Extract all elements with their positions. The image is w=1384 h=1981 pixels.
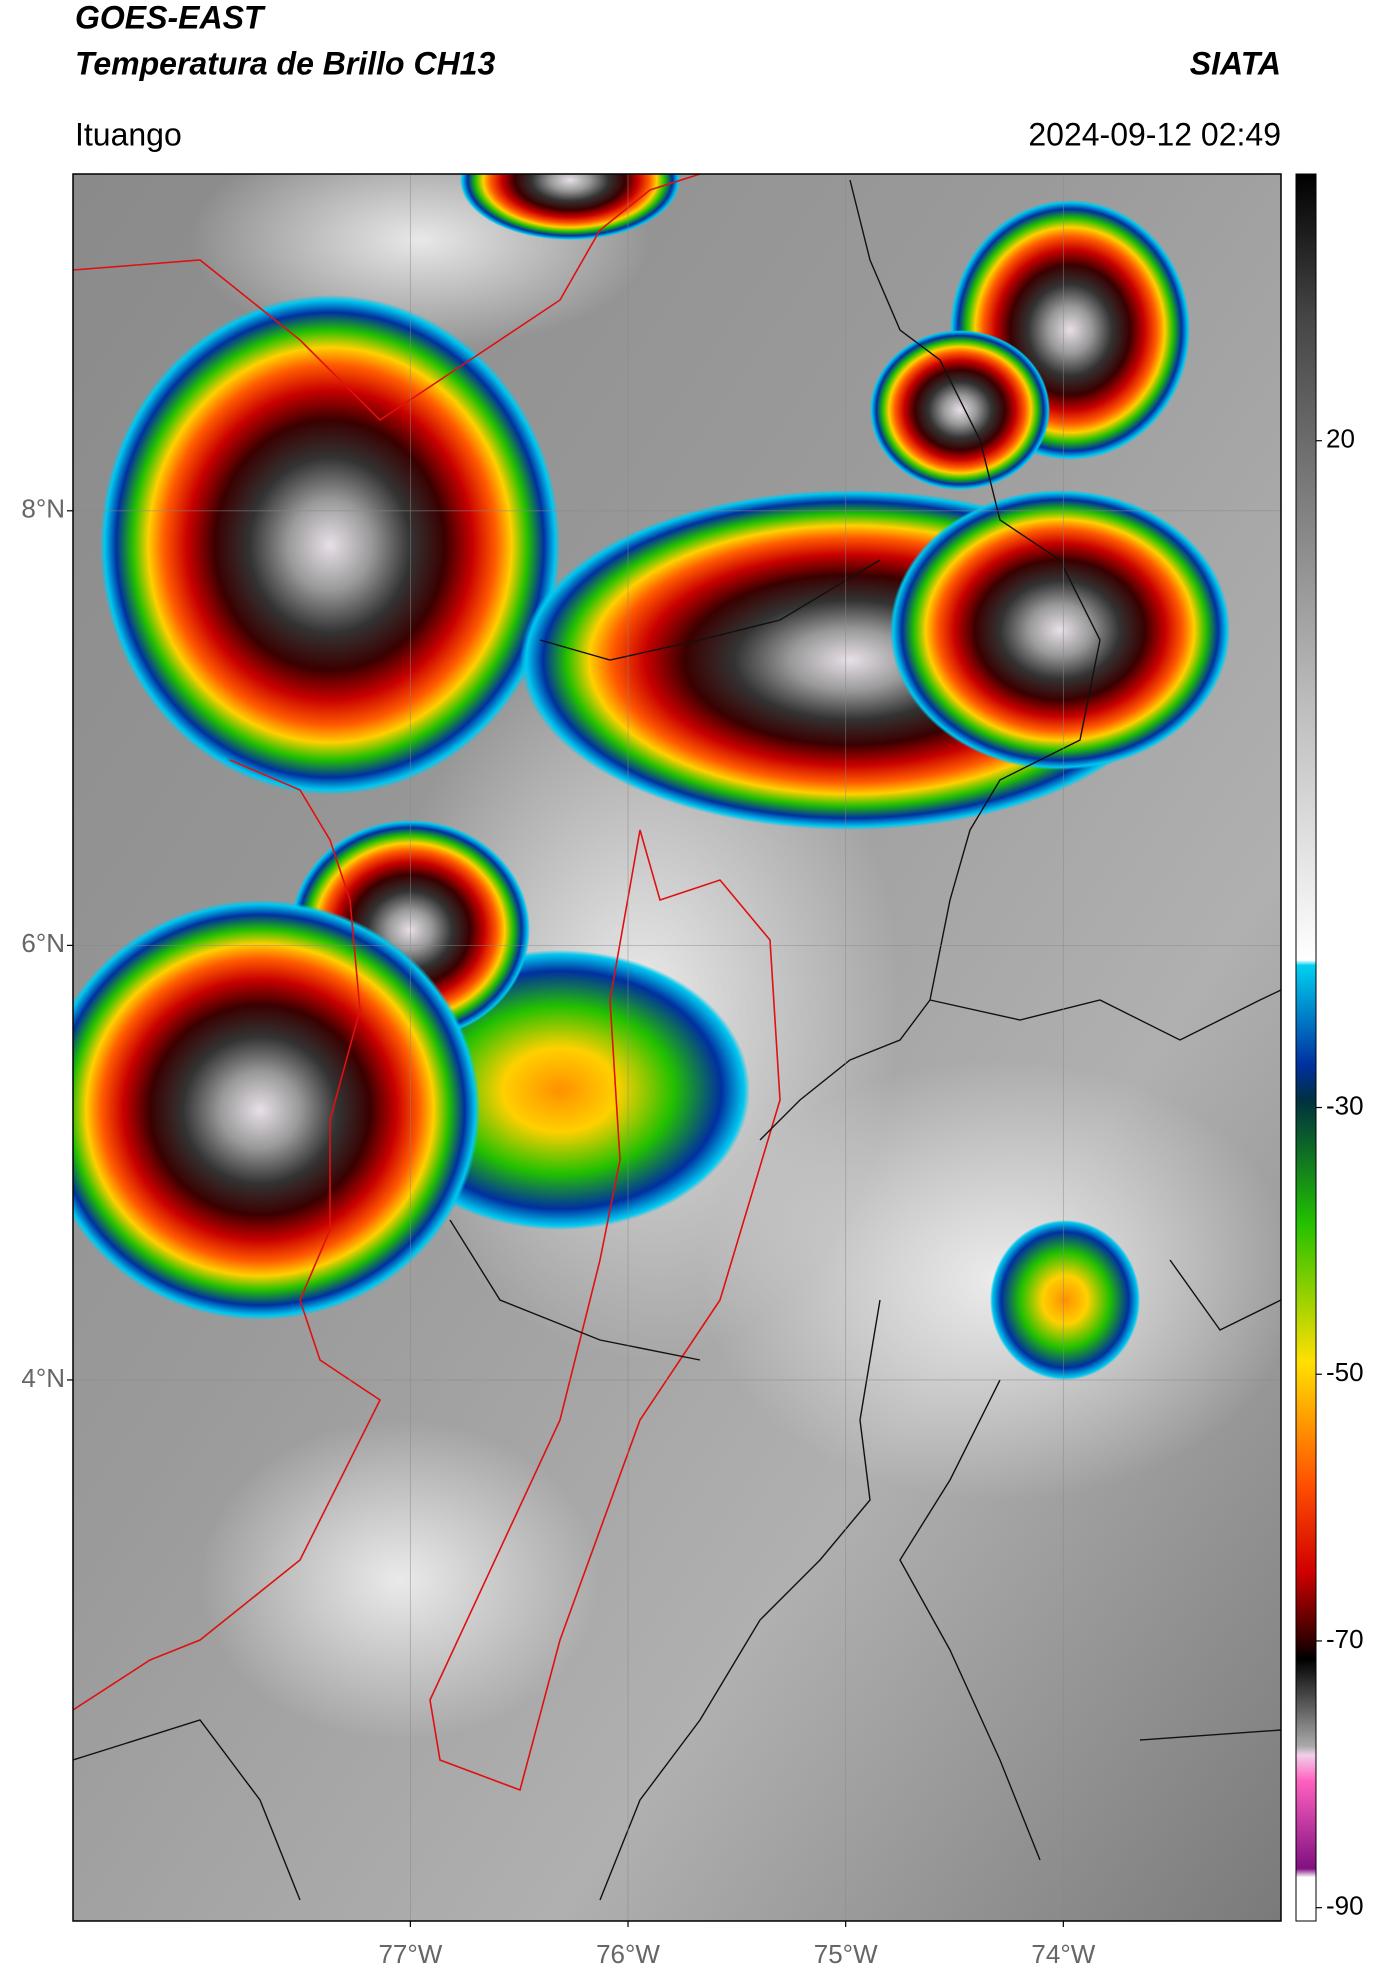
- lon-label: 76°W: [596, 1939, 660, 1969]
- storm-cell: [460, 174, 680, 240]
- lat-label: 4°N: [21, 1363, 65, 1393]
- grid-layer: [73, 174, 1281, 1921]
- map-image: [73, 174, 1281, 1921]
- lon-label: 77°W: [378, 1939, 442, 1969]
- datetime: 2024-09-12 02:49: [1028, 116, 1281, 152]
- storm-cell: [870, 330, 1050, 490]
- location: Ituango: [75, 116, 182, 152]
- colorbar-label: -50: [1326, 1357, 1364, 1387]
- subtitle: Temperatura de Brillo CH13: [75, 45, 495, 81]
- storm-cell: [890, 490, 1230, 770]
- colorbar-label: -70: [1326, 1624, 1364, 1654]
- title: GOES-EAST: [75, 0, 266, 35]
- boundary-black: [73, 179, 1281, 1901]
- colorbar-label: -30: [1326, 1090, 1364, 1120]
- colorbar: [1295, 173, 1317, 1922]
- map-frame: [72, 173, 1282, 1922]
- lat-label: 8°N: [21, 494, 65, 524]
- lon-label: 74°W: [1031, 1939, 1095, 1969]
- haze: [200, 1420, 600, 1740]
- lat-label: 6°N: [21, 928, 65, 958]
- colorbar-label: 20: [1326, 424, 1355, 454]
- lon-label: 75°W: [814, 1939, 878, 1969]
- storm-cell: [100, 295, 560, 795]
- storm-cell: [73, 900, 480, 1320]
- colorbar-label: -90: [1326, 1891, 1364, 1921]
- source: SIATA: [1190, 45, 1281, 81]
- storm-cell: [990, 1220, 1140, 1380]
- boundary-red: [73, 174, 781, 1792]
